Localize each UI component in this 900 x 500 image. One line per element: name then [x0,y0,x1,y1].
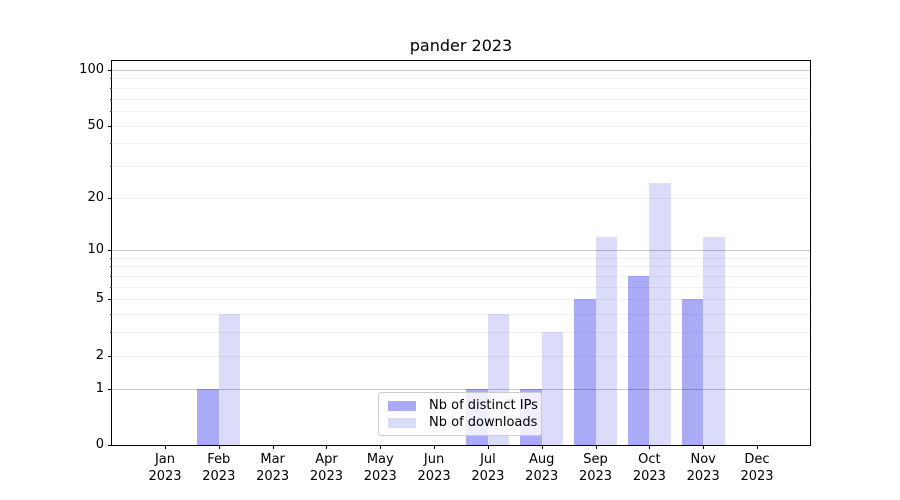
y-tick-mark-0 [108,445,112,446]
x-tick-mark-mar [272,445,274,449]
y-tick-label-1: 1 [95,380,104,396]
legend: Nb of distinct IPs Nb of downloads [378,392,542,436]
y-tick-mark-2 [108,355,112,357]
y-tick-mark-20 [108,197,112,199]
y-tick-mark-10 [108,250,112,252]
y-tick-label-0: 0 [95,437,104,452]
x-tick-label-dec: Dec 2023 [740,452,774,484]
x-tick-mark-nov [703,445,705,449]
x-tick-label-mar: Mar 2023 [256,452,290,484]
y-minor-tick-mark-7 [110,276,112,278]
y-tick-label-100: 100 [79,62,104,77]
x-tick-mark-may [380,445,382,449]
bar-oct-downloads [649,183,671,445]
x-tick-label-jun: Jun 2023 [417,452,451,484]
y-minor-tick-mark-4 [110,314,112,316]
y-tick-label-20: 20 [87,189,104,205]
y-minor-tick-mark-6 [110,286,112,288]
y-minor-tick-mark-3 [110,332,112,334]
chart-title: pander 2023 [409,36,513,55]
bar-feb-distinct-ips [197,388,219,445]
x-tick-label-aug: Aug 2023 [525,452,559,484]
legend-swatch-downloads [388,417,416,428]
x-tick-label-apr: Apr 2023 [309,452,343,484]
legend-label-downloads: Nb of downloads [429,415,538,430]
bar-nov-downloads [703,236,725,445]
bar-oct-distinct-ips [627,276,650,445]
y-tick-label-10: 10 [87,242,104,258]
x-tick-label-jul: Jul 2023 [471,452,505,484]
y-tick-label-50: 50 [87,117,104,133]
y-tick-mark-1 [108,388,112,390]
x-tick-label-jan: Jan 2023 [148,452,182,484]
x-tick-mark-dec [757,445,758,449]
x-tick-mark-sep [595,445,597,449]
y-tick-label-2: 2 [95,347,104,363]
y-minor-tick-mark-9 [110,257,112,259]
x-tick-mark-apr [326,445,328,449]
x-tick-mark-oct [649,445,651,449]
legend-item-downloads: Nb of downloads [388,414,538,431]
bar-aug-downloads [541,332,564,445]
x-tick-mark-feb [218,445,220,449]
y-minor-tick-mark-40 [110,143,112,145]
x-tick-label-oct: Oct 2023 [632,452,666,484]
legend-label-distinct-ips: Nb of distinct IPs [429,398,538,413]
y-minor-tick-mark-90 [110,78,112,80]
y-minor-tick-mark-60 [110,110,112,112]
bar-sep-distinct-ips [574,299,596,445]
y-tick-mark-50 [108,125,112,127]
x-tick-mark-jan [165,445,166,449]
legend-item-distinct-ips: Nb of distinct IPs [388,397,538,414]
x-tick-label-may: May 2023 [363,452,397,484]
y-tick-label-5: 5 [95,291,104,307]
y-minor-tick-mark-80 [110,87,112,89]
x-tick-label-feb: Feb 2023 [202,452,236,484]
y-tick-mark-100 [108,70,112,71]
y-minor-tick-mark-70 [110,98,112,100]
legend-swatch-distinct-ips [388,400,416,411]
x-tick-mark-jun [434,445,436,449]
bar-feb-downloads [218,314,241,445]
x-tick-mark-aug [541,445,543,449]
bar-sep-downloads [595,236,618,445]
y-tick-mark-5 [108,299,112,301]
y-minor-tick-mark-30 [110,165,112,167]
y-minor-tick-mark-8 [110,266,112,268]
x-tick-mark-jul [487,445,489,449]
bar-nov-distinct-ips [681,299,704,445]
x-tick-label-nov: Nov 2023 [686,452,720,484]
x-tick-label-sep: Sep 2023 [578,452,613,484]
